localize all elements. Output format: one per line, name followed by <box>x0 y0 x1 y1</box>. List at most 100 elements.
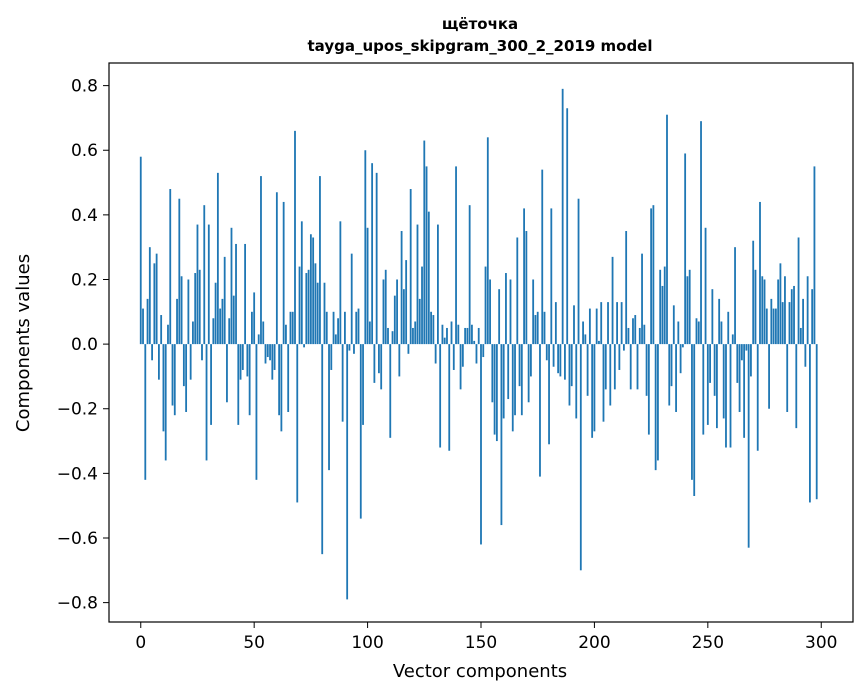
bar-223 <box>645 344 648 396</box>
bar-258 <box>725 344 727 448</box>
bar-35 <box>219 308 222 345</box>
bar-11 <box>164 344 167 461</box>
bar-97 <box>359 344 362 519</box>
bar-255 <box>718 298 721 345</box>
bar-23 <box>192 321 194 345</box>
bar-38 <box>226 344 228 403</box>
bar-262 <box>734 247 736 345</box>
bar-61 <box>278 344 281 416</box>
bar-107 <box>382 279 385 345</box>
x-tick-label: 250 <box>692 633 724 653</box>
bar-47 <box>246 344 249 377</box>
bar-22 <box>189 344 192 380</box>
bar-200 <box>593 344 596 432</box>
bar-126 <box>425 166 428 345</box>
bar-50 <box>253 292 256 345</box>
bar-81 <box>323 282 326 345</box>
bar-249 <box>704 227 707 345</box>
bar-95 <box>355 311 358 345</box>
bar-117 <box>405 260 408 345</box>
bar-166 <box>516 237 519 345</box>
x-tick-label: 150 <box>465 633 497 653</box>
bar-120 <box>412 327 414 345</box>
bar-183 <box>554 302 557 345</box>
bar-150 <box>480 344 482 545</box>
bar-261 <box>731 334 734 345</box>
y-tick-label: 0.0 <box>71 335 98 355</box>
bar-274 <box>761 276 764 345</box>
bar-198 <box>588 308 591 345</box>
bar-291 <box>799 327 802 345</box>
bar-184 <box>557 344 560 374</box>
bar-179 <box>545 344 548 361</box>
bar-143 <box>464 327 467 345</box>
bar-21 <box>187 279 190 345</box>
bar-43 <box>237 344 240 425</box>
bar-84 <box>330 344 333 370</box>
bar-236 <box>675 344 677 412</box>
y-tick-label: 0.4 <box>71 206 98 226</box>
bar-281 <box>777 279 780 345</box>
bar-53 <box>260 176 262 345</box>
bar-287 <box>790 289 793 345</box>
bar-219 <box>636 344 639 390</box>
bar-297 <box>813 166 816 345</box>
bar-115 <box>400 231 403 345</box>
bar-220 <box>638 327 641 345</box>
bar-59 <box>273 344 276 370</box>
bar-48 <box>248 344 251 416</box>
bar-204 <box>602 344 605 422</box>
chart-title: щёточка <box>442 15 518 33</box>
chart-subtitle: tayga_upos_skipgram_300_2_2019 model <box>308 37 653 55</box>
bar-24 <box>194 273 197 345</box>
bar-89 <box>341 344 344 422</box>
bar-78 <box>316 282 319 345</box>
axes-group: 0 50 100 150 200 250 300 −0.8 −0.6 −0.4 −0.2 0.0 0.2… <box>57 62 854 653</box>
bar-25 <box>196 224 199 345</box>
bar-180 <box>548 344 550 445</box>
bar-18 <box>180 276 183 345</box>
bar-264 <box>738 344 741 412</box>
bar-104 <box>375 172 378 345</box>
bar-103 <box>373 344 376 383</box>
bar-214 <box>625 231 628 345</box>
bar-207 <box>609 344 612 406</box>
bar-158 <box>498 289 501 345</box>
bar-68 <box>294 130 296 345</box>
bar-108 <box>384 269 387 345</box>
y-tick-label: 0.2 <box>71 270 98 290</box>
bar-243 <box>691 344 693 480</box>
bar-52 <box>257 334 260 345</box>
bar-188 <box>566 108 569 345</box>
bar-172 <box>530 344 532 377</box>
bar-222 <box>643 324 646 345</box>
y-tick-label: −0.2 <box>57 400 98 420</box>
bar-251 <box>709 344 711 383</box>
bar-256 <box>720 321 723 345</box>
bar-196 <box>584 334 587 345</box>
bar-176 <box>539 344 541 477</box>
bar-148 <box>475 344 478 364</box>
bar-109 <box>387 327 389 345</box>
bar-197 <box>586 344 589 396</box>
bar-87 <box>337 318 339 345</box>
bar-263 <box>736 344 739 383</box>
bar-267 <box>745 344 748 351</box>
bar-275 <box>763 279 766 345</box>
bar-12 <box>167 324 169 345</box>
bar-142 <box>461 344 464 367</box>
bar-228 <box>657 344 659 461</box>
bar-170 <box>525 231 528 345</box>
bar-0 <box>139 156 142 345</box>
bar-5 <box>151 344 153 361</box>
bar-1 <box>142 308 144 345</box>
bar-2 <box>144 344 147 480</box>
bar-140 <box>457 324 460 345</box>
bar-121 <box>414 321 417 345</box>
bar-8 <box>158 344 160 380</box>
bar-101 <box>368 321 371 345</box>
bar-26 <box>198 269 201 345</box>
bar-235 <box>672 305 675 345</box>
bar-144 <box>466 327 469 345</box>
bar-171 <box>527 344 530 403</box>
